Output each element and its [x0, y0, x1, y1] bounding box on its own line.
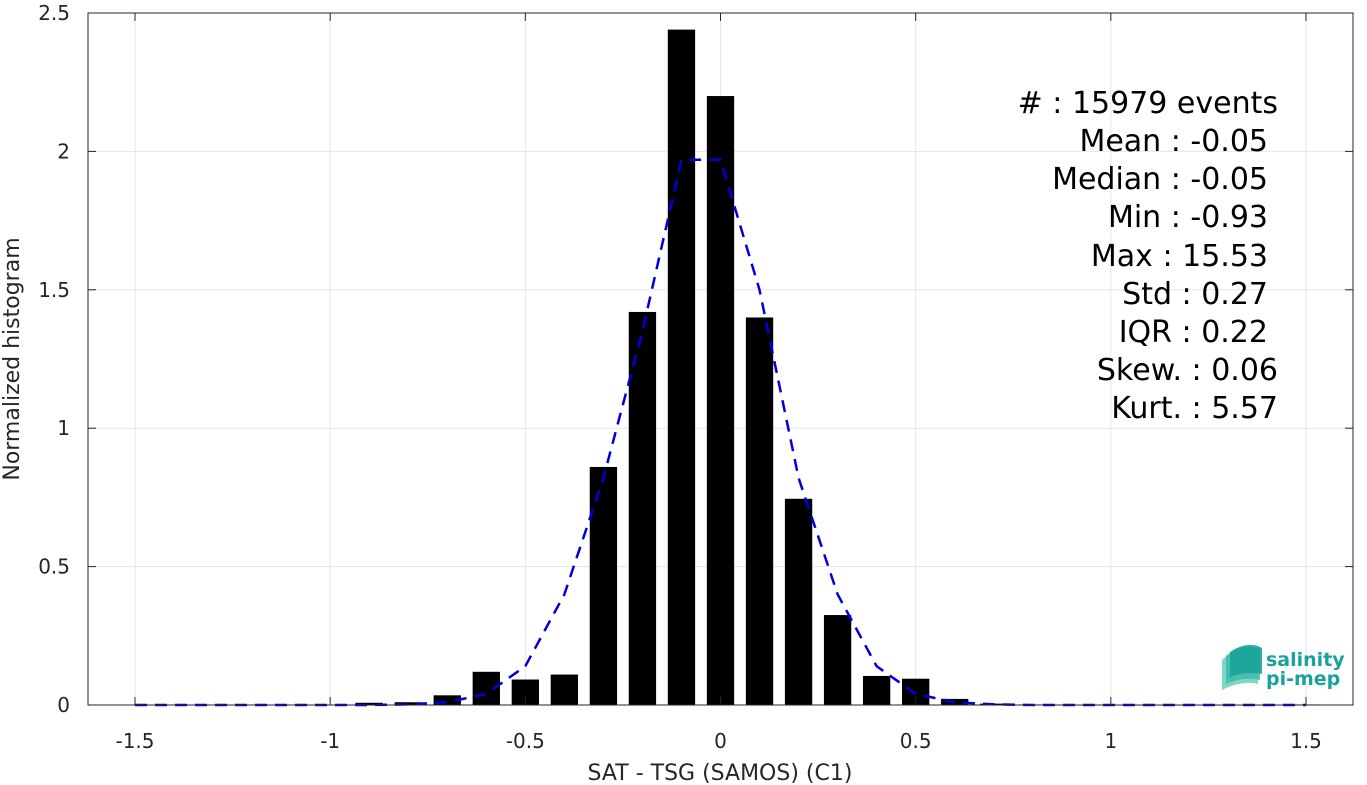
x-tick-label: 0.5 [900, 729, 932, 753]
histogram-bar [667, 29, 696, 706]
x-tick-label: 1 [1104, 729, 1117, 753]
y-tick-labels: 0 0.5 1 1.5 2 2.5 [38, 1, 70, 717]
bars [355, 29, 1320, 706]
x-tick-labels: -1.5 -1 -0.5 0 0.5 1 1.5 [115, 729, 1321, 753]
histogram-bar [862, 675, 891, 705]
histogram-bar [823, 615, 852, 705]
logo-line2: pi-mep [1266, 668, 1340, 690]
x-tick-label: -0.5 [506, 729, 545, 753]
logo-wave-icon [1222, 644, 1262, 690]
y-tick-label: 1.5 [38, 278, 70, 302]
y-tick-label: 2 [57, 139, 70, 163]
histogram-bar [394, 702, 422, 705]
stat-std: Std : 0.27 [1122, 277, 1268, 312]
y-tick-label: 2.5 [38, 1, 70, 25]
y-tick-label: 1 [57, 416, 70, 440]
stat-median: Median : -0.05 [1052, 162, 1268, 197]
y-axis-label: Normalized histogram [0, 237, 25, 480]
stat-max: Max : 15.53 [1091, 239, 1268, 274]
histogram-bar [784, 498, 813, 705]
stat-iqr: IQR : 0.22 [1119, 315, 1268, 350]
histogram-bar [433, 695, 461, 705]
stats-box: # : 15979 events Mean : -0.05 Median : -… [1018, 86, 1278, 426]
ticks [88, 12, 1353, 706]
logo-line1: salinity [1266, 649, 1345, 671]
stat-min: Min : -0.93 [1108, 200, 1268, 235]
stat-kurt: Kurt. : 5.57 [1111, 391, 1278, 426]
stat-events: # : 15979 events [1018, 86, 1278, 121]
x-tick-label: 1.5 [1290, 729, 1322, 753]
x-axis-label: SAT - TSG (SAMOS) (C1) [588, 761, 853, 785]
y-tick-label: 0.5 [38, 555, 70, 579]
x-tick-label: -1 [320, 729, 340, 753]
histogram-bar [589, 466, 618, 705]
histogram-bar [550, 674, 579, 705]
histogram-bar [355, 702, 383, 705]
histogram-bar [706, 96, 735, 706]
stat-skew: Skew. : 0.06 [1097, 353, 1278, 388]
histogram-bar [745, 317, 774, 705]
y-tick-label: 0 [57, 693, 70, 717]
histogram-bar [628, 311, 657, 705]
x-tick-label: 0 [714, 729, 727, 753]
x-tick-label: -1.5 [115, 729, 154, 753]
salinity-pi-mep-logo: salinity pi-mep [1222, 644, 1345, 690]
stat-mean: Mean : -0.05 [1079, 124, 1268, 159]
